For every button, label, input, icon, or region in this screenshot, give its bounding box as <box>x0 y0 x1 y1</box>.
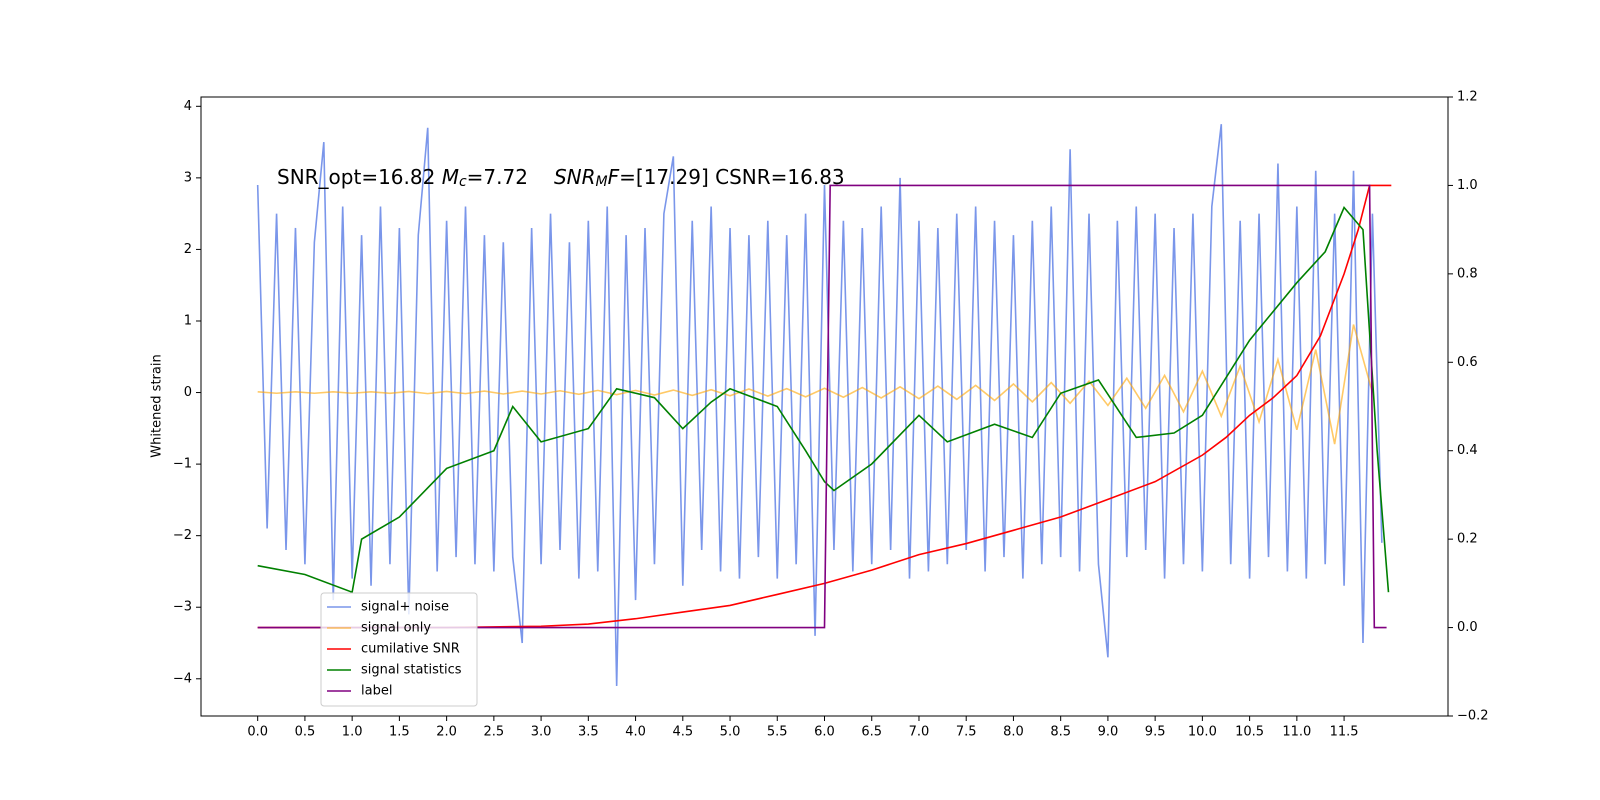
x-tick-label: 9.5 <box>1145 725 1166 740</box>
legend-label: signal statistics <box>361 663 462 678</box>
annotation: SNR_opt=16.82 Mc=7.72 SNRMF=[17.29] CSNR=… <box>277 165 845 191</box>
x-tick-label: 4.0 <box>625 725 646 740</box>
x-tick-label: 6.5 <box>861 725 882 740</box>
y-tick-label: 3 <box>184 170 192 185</box>
y-tick-label: 4 <box>184 99 192 114</box>
x-tick-label: 5.0 <box>720 725 741 740</box>
x-tick-label: 0.5 <box>295 725 316 740</box>
annotation-part: F <box>608 165 620 189</box>
legend-box <box>320 592 478 707</box>
y-tick-label: −3 <box>173 600 192 615</box>
legend-label: label <box>361 684 392 699</box>
y2-tick-label: 1.0 <box>1457 178 1478 193</box>
x-tick-label: 9.0 <box>1098 725 1119 740</box>
x-tick-label: 10.5 <box>1235 725 1264 740</box>
y2-tick-label: 0.2 <box>1457 532 1478 547</box>
y2-tick-label: 0.6 <box>1457 355 1478 370</box>
annotation-part: c <box>459 174 467 190</box>
y-tick-label: −2 <box>173 528 192 543</box>
x-tick-label: 1.5 <box>389 725 410 740</box>
x-tick-label: 2.0 <box>436 725 457 740</box>
annotation-part: =7.72 <box>467 165 528 189</box>
x-tick-label: 0.0 <box>247 725 268 740</box>
y-tick-label: −4 <box>173 671 192 686</box>
annotation-part: M <box>596 174 608 190</box>
x-tick-label: 3.5 <box>578 725 599 740</box>
x-tick-label: 11.0 <box>1282 725 1311 740</box>
y2-tick-label: 0.0 <box>1457 620 1478 635</box>
x-tick-label: 7.0 <box>909 725 930 740</box>
x-tick-label: 8.5 <box>1050 725 1071 740</box>
x-tick-label: 5.5 <box>767 725 788 740</box>
x-tick-label: 7.5 <box>956 725 977 740</box>
series-line <box>257 206 1390 594</box>
x-tick-label: 2.5 <box>484 725 505 740</box>
y-tick-label: 0 <box>184 385 192 400</box>
x-tick-label: 4.5 <box>672 725 693 740</box>
annotation-part: =[17.29] CSNR=16.83 <box>619 165 845 189</box>
annotation-part: SNR <box>554 165 596 189</box>
x-tick-label: 6.0 <box>814 725 835 740</box>
annotation-part: SNR_opt=16.82 <box>277 165 442 189</box>
x-tick-label: 11.5 <box>1330 725 1359 740</box>
legend-label: signal+ noise <box>361 600 449 615</box>
x-tick-label: 3.0 <box>531 725 552 740</box>
legend-label: cumilative SNR <box>361 642 460 657</box>
y-tick-label: 2 <box>184 242 192 257</box>
y-tick-label: −1 <box>173 457 192 472</box>
legend-label: signal only <box>361 621 431 636</box>
series-line <box>257 184 1392 629</box>
x-tick-label: 1.0 <box>342 725 363 740</box>
y-tick-label: 1 <box>184 313 192 328</box>
plot-area <box>256 124 1392 686</box>
y2-tick-label: 1.2 <box>1457 90 1478 105</box>
series-line <box>257 324 1374 445</box>
y2-tick-label: 0.8 <box>1457 266 1478 281</box>
annotation-part: M <box>442 165 459 189</box>
series-line <box>257 184 1387 629</box>
y2-tick-label: 0.4 <box>1457 443 1478 458</box>
x-tick-label: 10.0 <box>1188 725 1217 740</box>
y-axis-label: Whitened strain <box>150 354 165 457</box>
y2-tick-label: −0.2 <box>1457 709 1489 724</box>
x-tick-label: 8.0 <box>1003 725 1024 740</box>
series-line <box>256 124 1383 686</box>
